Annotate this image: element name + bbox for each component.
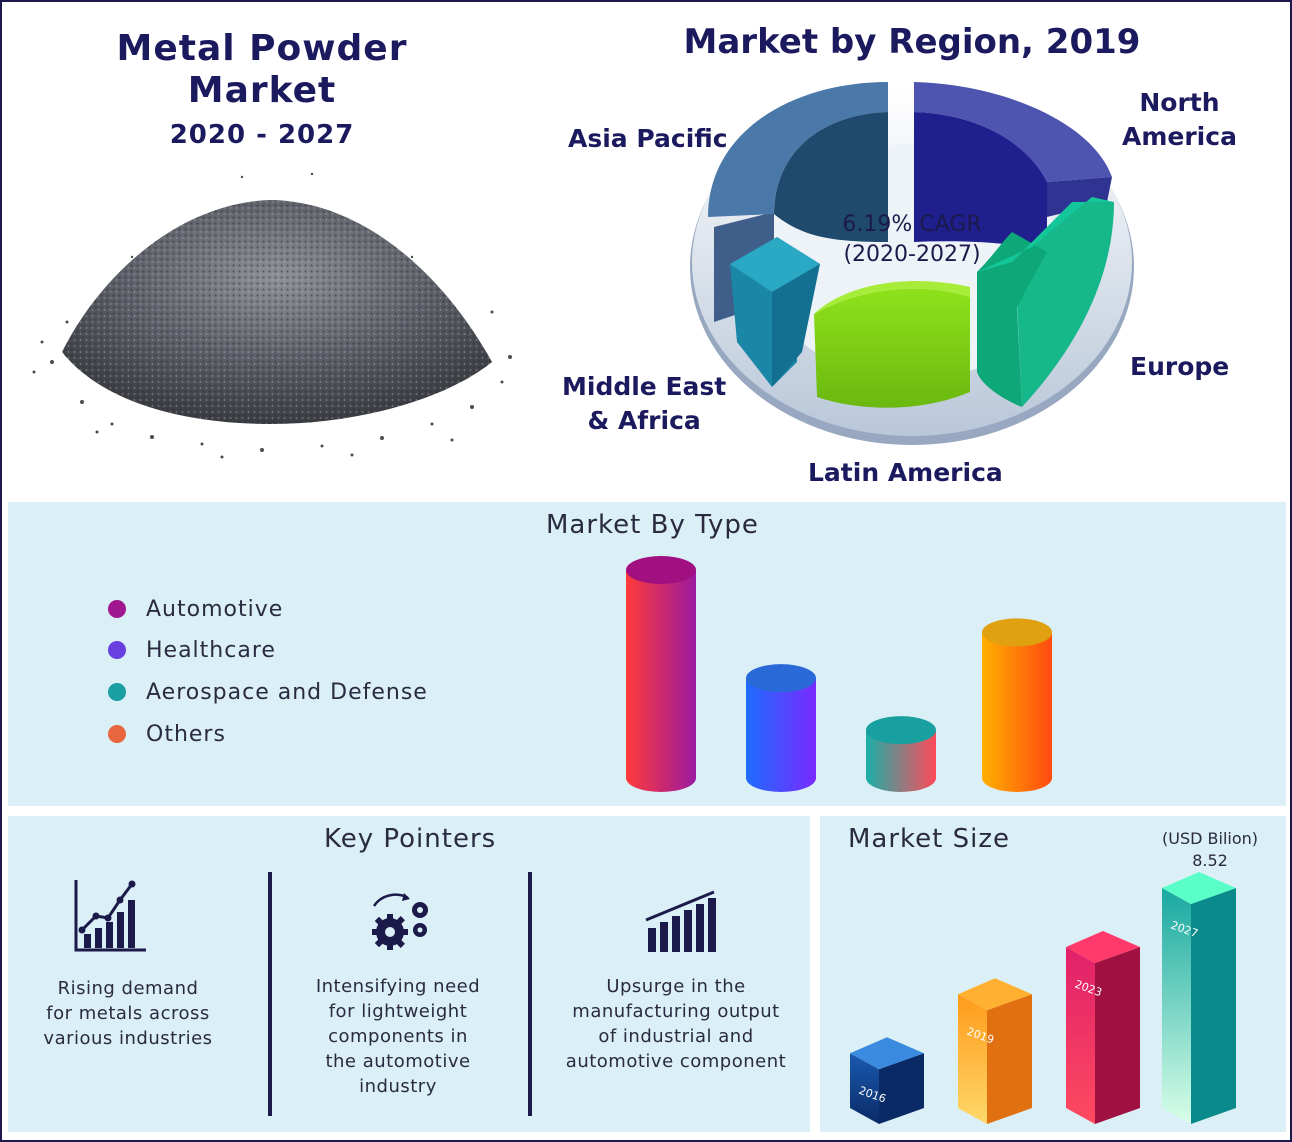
market-size-panel: Market Size (USD Bilion) 8.52 2016 2019 20… [820,816,1286,1132]
pointer-1-line2: for metals across [46,1003,210,1024]
market-size-bar-2019: 2019 [958,978,1032,1124]
pointer-2-line1: Intensifying need [315,976,481,997]
cagr-period: (2020-2027) [843,242,981,267]
pointer-3-line2: manufacturing output [572,1001,780,1022]
market-size-bar-2023: 2023 [1066,931,1140,1124]
market-size-prism-chart: 2016 2019 2023 2027 [850,872,1236,1124]
pointer-2-line3: components in [328,1026,468,1047]
region-donut-chart [690,82,1134,445]
legend-dot-healthcare [108,641,126,659]
legend-item-automotive: Automotive [108,594,283,624]
metal-powder-pile-image [32,172,512,459]
title-line-1: Metal Powder [116,28,408,69]
segment-europe [977,197,1114,407]
pointer-2-line5: industry [359,1076,437,1097]
region-chart-title: Market by Region, 2019 [683,22,1141,62]
legend-dot-aerospace [108,683,126,701]
market-size-title: Market Size [848,824,1011,854]
key-pointers-title: Key Pointers [324,824,497,854]
pointer-text-1: Rising demand for metals across various … [28,976,228,1051]
pointer-divider-1 [268,872,272,1116]
type-bar-others [982,618,1052,792]
legend-item-others: Others [108,719,226,749]
legend-dot-others [108,725,126,743]
pointer-1-line3: various industries [43,1028,213,1049]
type-bar-aerospace-and-defense [866,716,936,792]
label-north-america: North America [1122,86,1237,154]
rising-bars-icon [645,890,716,952]
segment-middle-east-africa [730,237,820,387]
type-cylinder-chart [626,556,1052,792]
legend-label-healthcare: Healthcare [146,637,276,663]
pointer-3-line1: Upsurge in the [606,976,746,997]
top-panel: Metal Powder Market 2020 - 2027 [2,2,1290,500]
type-bar-automotive [626,556,696,792]
growth-chart-icon [74,880,146,952]
legend-label-aerospace: Aerospace and Defense [146,679,428,705]
legend-label-automotive: Automotive [146,596,284,622]
label-europe: Europe [1130,352,1230,381]
years-range: 2020 - 2027 [169,120,355,150]
label-middle-east-africa: Middle East & Africa [562,370,726,438]
pointer-3-line4: automotive component [565,1051,787,1072]
legend-label-others: Others [146,721,226,747]
pointer-2-line2: for lightweight [328,1001,468,1022]
pointer-text-3: Upsurge in the manufacturing output of i… [558,974,794,1074]
pointer-divider-2 [528,872,532,1116]
gears-icon [372,893,428,950]
label-asia-pacific: Asia Pacific [568,124,728,153]
type-bar-healthcare [746,664,816,792]
legend-dot-automotive [108,600,126,618]
legend-item-aerospace: Aerospace and Defense [108,677,428,707]
market-size-value-label: 8.52 [1192,851,1228,870]
pointer-1-line1: Rising demand [57,978,199,999]
segment-north-america [914,82,1112,252]
pointer-2-line4: the automotive [325,1051,471,1072]
key-pointers-panel: Key Pointers Rising demand for metals ac… [8,816,810,1132]
cagr-annotation: 6.19% CAGR (2020-2027) [812,210,1012,270]
type-panel: Market By Type Automotive Healthcare Aer… [8,502,1286,806]
market-size-bar-2016: 2016 [850,1037,924,1124]
cagr-value: 6.19% CAGR [842,212,982,237]
label-north-america-line2: America [1122,122,1237,151]
market-size-unit-block: (USD Bilion) 8.52 [1150,828,1270,872]
pointer-3-line3: of industrial and [598,1026,754,1047]
title-block: Metal Powder Market 2020 - 2027 [62,28,462,150]
type-panel-title: Market By Type [546,510,759,540]
label-mea-line1: Middle East [562,372,727,401]
legend-item-healthcare: Healthcare [108,635,276,665]
title-line-2: Market [187,70,337,111]
pointer-text-2: Intensifying need for lightweight compon… [298,974,498,1099]
label-latin-america: Latin America [808,458,1003,487]
market-size-unit: (USD Bilion) [1162,829,1258,848]
market-size-bar-2027: 2027 [1162,872,1236,1124]
segment-latin-america [814,281,970,408]
label-mea-line2: & Africa [587,406,701,435]
label-north-america-line1: North [1139,88,1220,117]
